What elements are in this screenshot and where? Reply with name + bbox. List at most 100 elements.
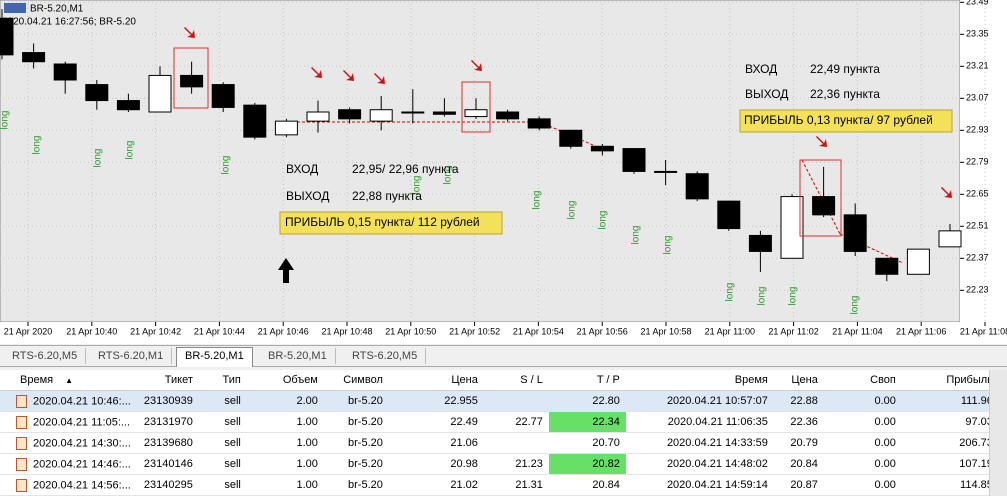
up-arrow	[278, 258, 294, 283]
y-tick-label: 23.35	[966, 29, 989, 39]
candle-body	[85, 84, 109, 102]
entry-value: 22,49 пункта	[810, 62, 880, 76]
table-cell: br-5.20	[323, 453, 389, 475]
table-cell: sell	[198, 474, 247, 496]
table-cell: 1.00	[246, 474, 324, 496]
table-cell: 0.00	[823, 474, 902, 496]
candle-body	[464, 109, 488, 118]
column-header[interactable]: Прибыль	[901, 370, 999, 391]
table-cell: 22.77	[483, 411, 549, 433]
long-label: long	[757, 287, 768, 306]
candle-body	[812, 196, 836, 216]
exit-label: ВЫХОД	[745, 87, 788, 101]
profit-text: ПРИБЫЛЬ 0,15 пункта/ 112 рублей	[285, 215, 480, 229]
column-header[interactable]: Цена	[773, 370, 824, 391]
long-label: long	[125, 141, 136, 160]
long-label: long	[631, 226, 642, 245]
chart-title: BR-5.20,M1	[30, 4, 84, 15]
table-cell: 1.00	[246, 432, 324, 454]
x-tick-label: 21 Apr 11:02	[768, 326, 818, 336]
profit-box	[739, 109, 953, 133]
candle-body	[401, 111, 425, 114]
time-axis	[0, 322, 960, 344]
table-cell: 22.36	[773, 411, 824, 433]
table-body: 2020.04.21 10:46:... 23130939 sell 2.00 br-5…	[0, 390, 999, 496]
table-cell: 206.73	[901, 432, 999, 454]
table-cell: br-5.20	[323, 390, 389, 412]
x-tick-label: 21 Apr 11:00	[705, 326, 755, 336]
tab[interactable]: BR-5.20,M1	[260, 348, 336, 364]
x-tick-label: 21 Apr 10:48	[321, 326, 372, 336]
column-header[interactable]: Символ	[323, 370, 389, 391]
table-cell: 2020.04.21 10:46:...	[0, 390, 137, 412]
candle-body	[654, 170, 678, 173]
signal-arrow	[471, 60, 482, 71]
chart: long long long long long long long long long long…	[0, 0, 1007, 344]
column-header[interactable]: Цена	[388, 370, 484, 391]
tab[interactable]: RTS-6.20,M1	[90, 348, 173, 364]
candle-body	[0, 17, 14, 56]
table-cell: 1.00	[246, 453, 324, 475]
table-cell: 2020.04.21 14:59:14	[625, 474, 774, 496]
long-label: long	[32, 136, 43, 155]
column-header[interactable]: S / L	[483, 370, 549, 391]
tab[interactable]: RTS-6.20,M5	[344, 348, 427, 364]
y-tick-label: 22.93	[966, 125, 989, 135]
long-label: long	[567, 201, 578, 220]
x-tick-label: 21 Apr 11:06	[896, 326, 946, 336]
long-label: long	[725, 283, 736, 302]
candle-body	[496, 111, 520, 120]
column-header[interactable]: T / P	[548, 370, 626, 391]
table-cell: 20.84	[548, 474, 626, 496]
table-cell: 22.88	[773, 390, 824, 412]
tab[interactable]: BR-5.20,M1	[176, 347, 253, 367]
candle-body	[527, 118, 551, 129]
profit-text: ПРИБЫЛЬ 0,13 пункта/ 97 рублей	[744, 113, 933, 127]
y-tick-label: 23.21	[966, 61, 989, 71]
table-cell: 20.82	[548, 453, 626, 475]
scrollbar[interactable]	[989, 370, 1007, 496]
order-icon	[16, 415, 27, 429]
long-label: long	[221, 156, 232, 175]
table-cell: 107.19	[901, 453, 999, 475]
candle-body	[717, 200, 741, 230]
table-row[interactable]: 2020.04.21 14:46:... 23140146 sell 1.00 br-5…	[0, 453, 999, 475]
profit-box	[279, 211, 503, 235]
x-tick-label: 21 Apr 10:46	[258, 326, 309, 336]
trade-info: ВХОД 22,95/ 22,96 пункта ВЫХОД 22,88 пун…	[279, 62, 953, 235]
table-row[interactable]: 2020.04.21 14:30:... 23139680 sell 1.00 br-5…	[0, 432, 999, 454]
table-row[interactable]: 2020.04.21 10:46:... 23130939 sell 2.00 br-5…	[0, 390, 999, 412]
signal-arrow	[311, 67, 322, 78]
table-row[interactable]: 2020.04.21 11:05:... 23131970 sell 1.00 br-5…	[0, 411, 999, 433]
table-cell: br-5.20	[323, 432, 389, 454]
table-cell: 21.23	[483, 453, 549, 475]
y-tick-label: 22.79	[966, 157, 989, 167]
column-header[interactable]: Время	[625, 370, 774, 391]
column-header[interactable]: Своп	[823, 370, 902, 391]
y-tick-label: 23.07	[966, 93, 989, 103]
long-label: long	[663, 236, 674, 255]
table-row[interactable]: 2020.04.21 14:56:... 23140295 sell 1.00 br-5…	[0, 474, 999, 496]
order-icon	[16, 436, 27, 450]
table-cell: 97.03	[901, 411, 999, 433]
table-cell: 2020.04.21 14:48:02	[625, 453, 774, 475]
table-cell: 2020.04.21 11:06:35	[625, 411, 774, 433]
cell-text: 2020.04.21 14:30:...	[33, 436, 131, 449]
column-header[interactable]: Тип	[198, 370, 247, 391]
signal-arrow	[816, 136, 827, 147]
table-cell: 23139680	[136, 432, 199, 454]
table-cell: 22.80	[548, 390, 626, 412]
column-header[interactable]: Время ▲	[0, 370, 137, 391]
table-cell: 22.955	[388, 390, 484, 412]
candle-body	[306, 111, 330, 122]
tab-bar: RTS-6.20,M5 RTS-6.20,M1 BR-5.20,M1 BR-5.20,…	[0, 345, 1007, 367]
x-tick-label: 21 Apr 2020	[4, 326, 53, 336]
long-label: long	[788, 287, 799, 306]
column-header[interactable]: Тикет	[136, 370, 199, 391]
tab[interactable]: RTS-6.20,M5	[4, 348, 87, 364]
column-header[interactable]: Объем	[246, 370, 324, 391]
table-cell: 21.31	[483, 474, 549, 496]
x-tick-label: 21 Apr 10:54	[513, 326, 564, 336]
